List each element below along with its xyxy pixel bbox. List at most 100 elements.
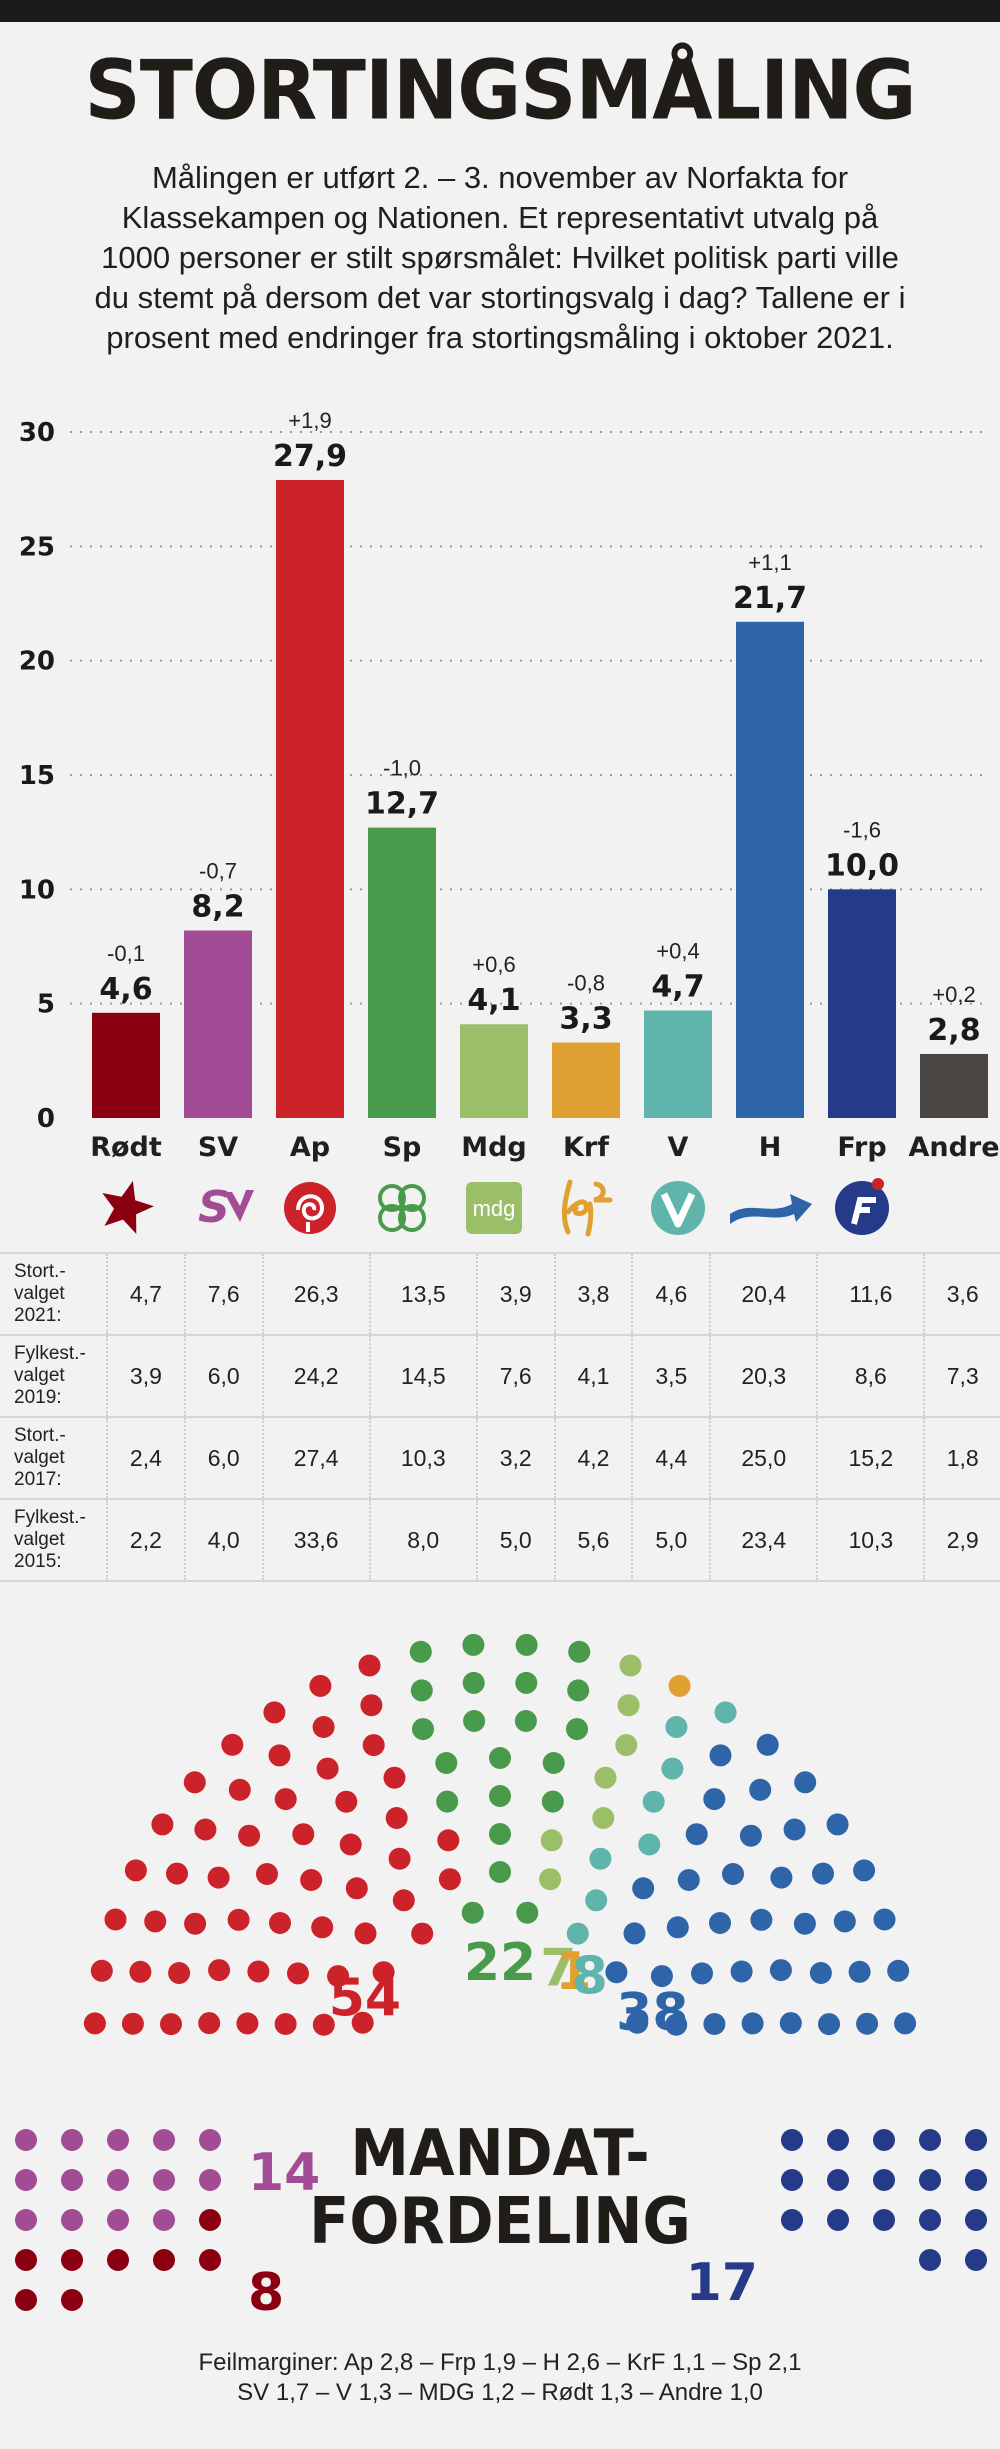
party-label: Andre (908, 1132, 999, 1163)
seat-dot (388, 1847, 411, 1870)
seat-dot (677, 1869, 700, 1891)
seat-count-label: 54 (329, 1968, 401, 2028)
seat-dot (274, 2013, 297, 2035)
krf-logo-icon (561, 1179, 613, 1237)
history-cell: 3,5 (632, 1335, 712, 1418)
history-table: Stort.- valget 2021: 4,7 7,6 26,3 13,5 3,9 3,8 4,… (0, 1252, 1000, 1582)
seat-dot (515, 1633, 538, 1656)
seat-count-label: 38 (616, 1983, 688, 2043)
history-cell: 33,6 (262, 1499, 371, 1582)
seat-count-label: 8 (572, 1947, 608, 2007)
seat-dot (514, 1710, 537, 1732)
h-arrow-icon (730, 1194, 812, 1224)
seat-dot (268, 1744, 291, 1767)
seat-dot (238, 1824, 261, 1847)
seat-dot (781, 2129, 803, 2151)
seat-dot (383, 1766, 406, 1789)
seat-dot (168, 1962, 191, 1984)
seat-dot (312, 1716, 335, 1738)
seat-dot (709, 1912, 731, 1934)
bar-change-label: +0,2 (932, 982, 975, 1007)
bar (828, 889, 896, 1118)
seat-dot (15, 2249, 37, 2271)
roedt-star-icon (102, 1180, 154, 1234)
party-label: H (759, 1132, 782, 1163)
seat-dot (887, 1959, 910, 1982)
seat-dot (749, 1778, 772, 1801)
seat-dot (409, 1640, 432, 1663)
seat-dot (151, 1813, 174, 1836)
v-logo-icon (651, 1181, 705, 1235)
history-cell: 2,2 (107, 1499, 186, 1582)
seat-dot (228, 1778, 251, 1801)
party-label: Sp (383, 1132, 422, 1163)
seat-dot (794, 1771, 817, 1794)
seat-dot (833, 1910, 856, 1933)
seat-dot (385, 1807, 408, 1829)
party-label: SV (198, 1132, 238, 1163)
bar-value-label: 4,6 (99, 972, 152, 1007)
history-row-label: Stort.- valget 2021: (0, 1252, 108, 1336)
seat-dot (462, 1633, 485, 1656)
seat-dot (793, 1912, 816, 1935)
seat-dot (919, 2209, 941, 2231)
bar (368, 827, 436, 1118)
seat-dot (661, 1757, 684, 1780)
seat-dot (848, 1960, 871, 1983)
history-row-label: Fylkest.- valget 2019: (0, 1335, 108, 1418)
history-row-label-line: 2015: (14, 1551, 62, 1572)
seat-dot (247, 1960, 270, 1983)
party-label: Frp (837, 1132, 886, 1163)
seat-dot (541, 1790, 564, 1813)
bar-value-label: 27,9 (273, 439, 347, 474)
seat-dot (227, 1908, 250, 1931)
seat-dot (287, 1962, 309, 1985)
history-cell: 4,4 (632, 1417, 712, 1500)
seat-dot (107, 2129, 129, 2151)
seat-dot (894, 2012, 917, 2035)
seat-dot (208, 1959, 231, 1982)
history-cell: 7,3 (924, 1335, 1000, 1418)
history-row-label-line: valget (14, 1447, 65, 1468)
seat-dot (412, 1718, 434, 1741)
seat-dot (316, 1757, 339, 1780)
seat-dot (691, 1962, 713, 1985)
seat-dot (594, 1766, 617, 1789)
seat-title-line2: FORDELING (309, 2185, 691, 2259)
seat-dot (873, 2129, 895, 2151)
seat-dot (965, 2249, 987, 2271)
bar-value-label: 8,2 (191, 889, 244, 924)
seat-title: MANDAT- FORDELING (261, 2120, 739, 2256)
seat-dot (61, 2209, 83, 2231)
history-cell: 10,3 (369, 1417, 478, 1500)
seat-dot (410, 1679, 433, 1702)
bar (276, 480, 344, 1118)
seat-dot (592, 1807, 615, 1829)
history-cell: 5,0 (632, 1499, 712, 1582)
party-label: Rødt (90, 1132, 162, 1163)
seat-dot (339, 1833, 362, 1856)
bar (644, 1010, 712, 1118)
seat-dot (15, 2289, 37, 2311)
seat-dot (437, 1829, 460, 1852)
bar (920, 1053, 988, 1118)
seat-dot (166, 1862, 188, 1885)
seat-dot (965, 2129, 987, 2151)
seat-dot (539, 1868, 562, 1891)
seat-dot (107, 2169, 129, 2191)
mdg-logo-icon: mdg (466, 1182, 522, 1234)
seat-dot (269, 1912, 291, 1934)
seat-dot (739, 1824, 762, 1847)
history-cell: 2,9 (924, 1499, 1000, 1582)
error-margins-line1: Feilmarginer: Ap 2,8 – Frp 1,9 – H 2,6 –… (198, 2349, 802, 2376)
top-bar (0, 0, 1000, 22)
seat-dot (335, 1790, 358, 1813)
history-cell: 14,5 (369, 1335, 478, 1418)
history-cell: 3,9 (107, 1335, 186, 1418)
y-tick-label: 25 (19, 532, 55, 562)
history-cell: 3,2 (476, 1417, 556, 1500)
seat-dot (61, 2289, 83, 2311)
y-tick-label: 0 (37, 1104, 55, 1134)
seat-dot (515, 1671, 538, 1694)
